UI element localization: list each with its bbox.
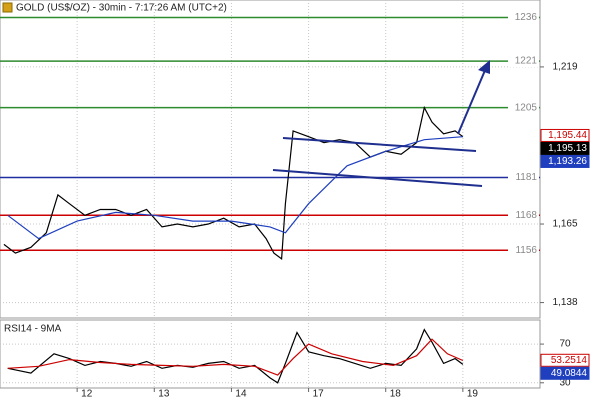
level-label-bg bbox=[508, 101, 539, 114]
series-line bbox=[7, 338, 464, 376]
y-tick-label: 1,219 bbox=[552, 62, 577, 73]
price-tag bbox=[540, 141, 590, 155]
price-tag-label: 1,193.26 bbox=[548, 156, 587, 167]
level-label-bg bbox=[508, 11, 539, 24]
level-label-bg bbox=[508, 55, 539, 68]
series-line bbox=[7, 136, 463, 240]
chart-title: GOLD (US$/OZ) - 30min - 7:17:26 AM (UTC+… bbox=[16, 3, 227, 14]
price-tag-label: 53.2514 bbox=[551, 355, 588, 366]
y-tick-label: 1,138 bbox=[552, 297, 577, 308]
price-tag bbox=[540, 353, 590, 367]
price-tag-label: 49.0844 bbox=[551, 368, 588, 379]
y-tick-label: 1,165 bbox=[552, 219, 577, 230]
rsi-panel bbox=[0, 319, 541, 389]
x-tick-label: 18 bbox=[390, 389, 402, 400]
level-label-bg bbox=[508, 209, 539, 222]
price-tag-label: 1,195.13 bbox=[548, 143, 587, 154]
price-tag bbox=[540, 128, 590, 142]
series-line bbox=[3, 105, 464, 261]
level-label-bg bbox=[508, 171, 539, 184]
x-tick-label: 12 bbox=[81, 389, 93, 400]
panel-title: RSI14 - 9MA bbox=[4, 324, 62, 335]
trend-line bbox=[282, 137, 477, 152]
x-tick-label: 17 bbox=[313, 389, 325, 400]
level-label-bg bbox=[508, 244, 539, 257]
series-line bbox=[7, 328, 464, 384]
level-label: 1156 bbox=[515, 245, 537, 256]
x-tick-label: 13 bbox=[158, 389, 170, 400]
level-label: 1236 bbox=[515, 12, 538, 23]
level-label: 1181 bbox=[515, 172, 537, 183]
price-panel bbox=[0, 0, 541, 319]
y-tick-label: 70 bbox=[559, 339, 571, 350]
price-tag bbox=[540, 154, 590, 168]
arrow-head bbox=[478, 60, 490, 74]
icon bbox=[2, 2, 13, 13]
level-label: 1168 bbox=[515, 210, 537, 221]
x-tick-label: 14 bbox=[235, 389, 247, 400]
y-tick-label: 30 bbox=[559, 377, 571, 388]
trend-line bbox=[272, 169, 483, 187]
x-tick-label: 19 bbox=[467, 389, 479, 400]
price-tag bbox=[540, 366, 590, 380]
arrow bbox=[457, 67, 487, 135]
price-tag-label: 1,195.44 bbox=[548, 130, 587, 141]
level-label: 1221 bbox=[515, 56, 538, 67]
level-label: 1205 bbox=[515, 102, 538, 113]
